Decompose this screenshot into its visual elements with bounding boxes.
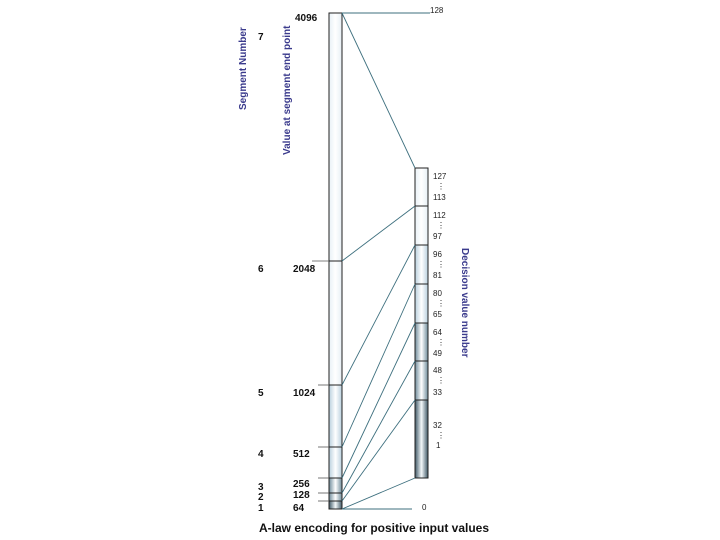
- connector-zero: [341, 477, 416, 510]
- decision-column: [414, 167, 429, 479]
- segment-end-ticks: [312, 260, 329, 502]
- figure-caption: A-law encoding for positive input values: [259, 521, 489, 535]
- decision-label-80: 80: [433, 289, 442, 298]
- end-value-256: 256: [293, 479, 310, 490]
- decision-box-48-33: [414, 360, 429, 401]
- segment-4-box: [328, 446, 343, 479]
- connector-512: [341, 283, 416, 448]
- decision-box-64-49: [414, 322, 429, 362]
- ellipsis-48: ⋮: [437, 376, 445, 385]
- decision-end-128: 128: [430, 6, 444, 15]
- ellipsis-112: ⋮: [437, 221, 445, 230]
- segment-number-7: 7: [258, 32, 264, 43]
- connector-256: [341, 322, 416, 479]
- connector-4096: [341, 12, 416, 169]
- ellipsis-80: ⋮: [437, 299, 445, 308]
- end-value-1024: 1024: [293, 388, 316, 399]
- segment-6-box: [328, 260, 343, 386]
- decision-box-127-113: [414, 167, 429, 207]
- decision-box-32-1: [414, 399, 429, 479]
- segment-number-2: 2: [258, 492, 264, 503]
- segment-7-box: [328, 12, 343, 262]
- segment-column: [328, 12, 343, 510]
- ellipsis-96: ⋮: [437, 260, 445, 269]
- decision-box-96-81: [414, 244, 429, 285]
- segment-numbers: 7 6 5 4 3 2 1: [258, 32, 264, 514]
- segment-number-4: 4: [258, 449, 264, 460]
- decision-end-0: 0: [422, 503, 427, 512]
- segment-number-6: 6: [258, 264, 264, 275]
- end-value-4096: 4096: [295, 13, 318, 24]
- decision-box-labels: 127 ⋮ 113 112 ⋮ 97 96 ⋮ 81 80 ⋮ 65 64 ⋮ …: [433, 172, 447, 450]
- segment-1-box: [328, 500, 343, 510]
- end-value-128: 128: [293, 490, 310, 501]
- decision-label-48: 48: [433, 366, 442, 375]
- segment-2-box: [328, 492, 343, 502]
- decision-label-81: 81: [433, 271, 442, 280]
- segment-number-5: 5: [258, 388, 264, 399]
- segment-end-values: 4096 2048 1024 512 256 128 64: [293, 13, 318, 514]
- value-at-end-point-axis-title: Value at segment end point: [282, 25, 293, 155]
- decision-box-112-97: [414, 205, 429, 246]
- connector-64: [341, 399, 416, 502]
- decision-label-64: 64: [433, 328, 442, 337]
- decision-label-33: 33: [433, 388, 442, 397]
- end-value-2048: 2048: [293, 264, 316, 275]
- decision-label-49: 49: [433, 349, 442, 358]
- decision-label-1: 1: [436, 441, 441, 450]
- decision-label-65: 65: [433, 310, 442, 319]
- ellipsis-64: ⋮: [437, 338, 445, 347]
- segment-number-1: 1: [258, 503, 264, 514]
- segment-number-axis-title: Segment Number: [238, 27, 249, 110]
- segment-5-box: [328, 384, 343, 448]
- connector-1024: [341, 244, 416, 386]
- ellipsis-32: ⋮: [437, 431, 445, 440]
- decision-label-32: 32: [433, 421, 442, 430]
- decision-label-127: 127: [433, 172, 447, 181]
- segment-number-3: 3: [258, 482, 264, 493]
- decision-box-80-65: [414, 283, 429, 324]
- segment-3-box: [328, 477, 343, 494]
- connector-lines: [341, 12, 430, 510]
- decision-label-97: 97: [433, 232, 442, 241]
- connector-128: [341, 360, 416, 494]
- decision-label-113: 113: [433, 193, 446, 202]
- decision-label-112: 112: [433, 211, 446, 220]
- connector-2048: [341, 205, 416, 262]
- decision-label-96: 96: [433, 250, 442, 259]
- end-value-64: 64: [293, 503, 305, 514]
- decision-value-number-axis-title: Decision value number: [459, 248, 470, 358]
- ellipsis-127: ⋮: [437, 182, 445, 191]
- end-value-512: 512: [293, 449, 310, 460]
